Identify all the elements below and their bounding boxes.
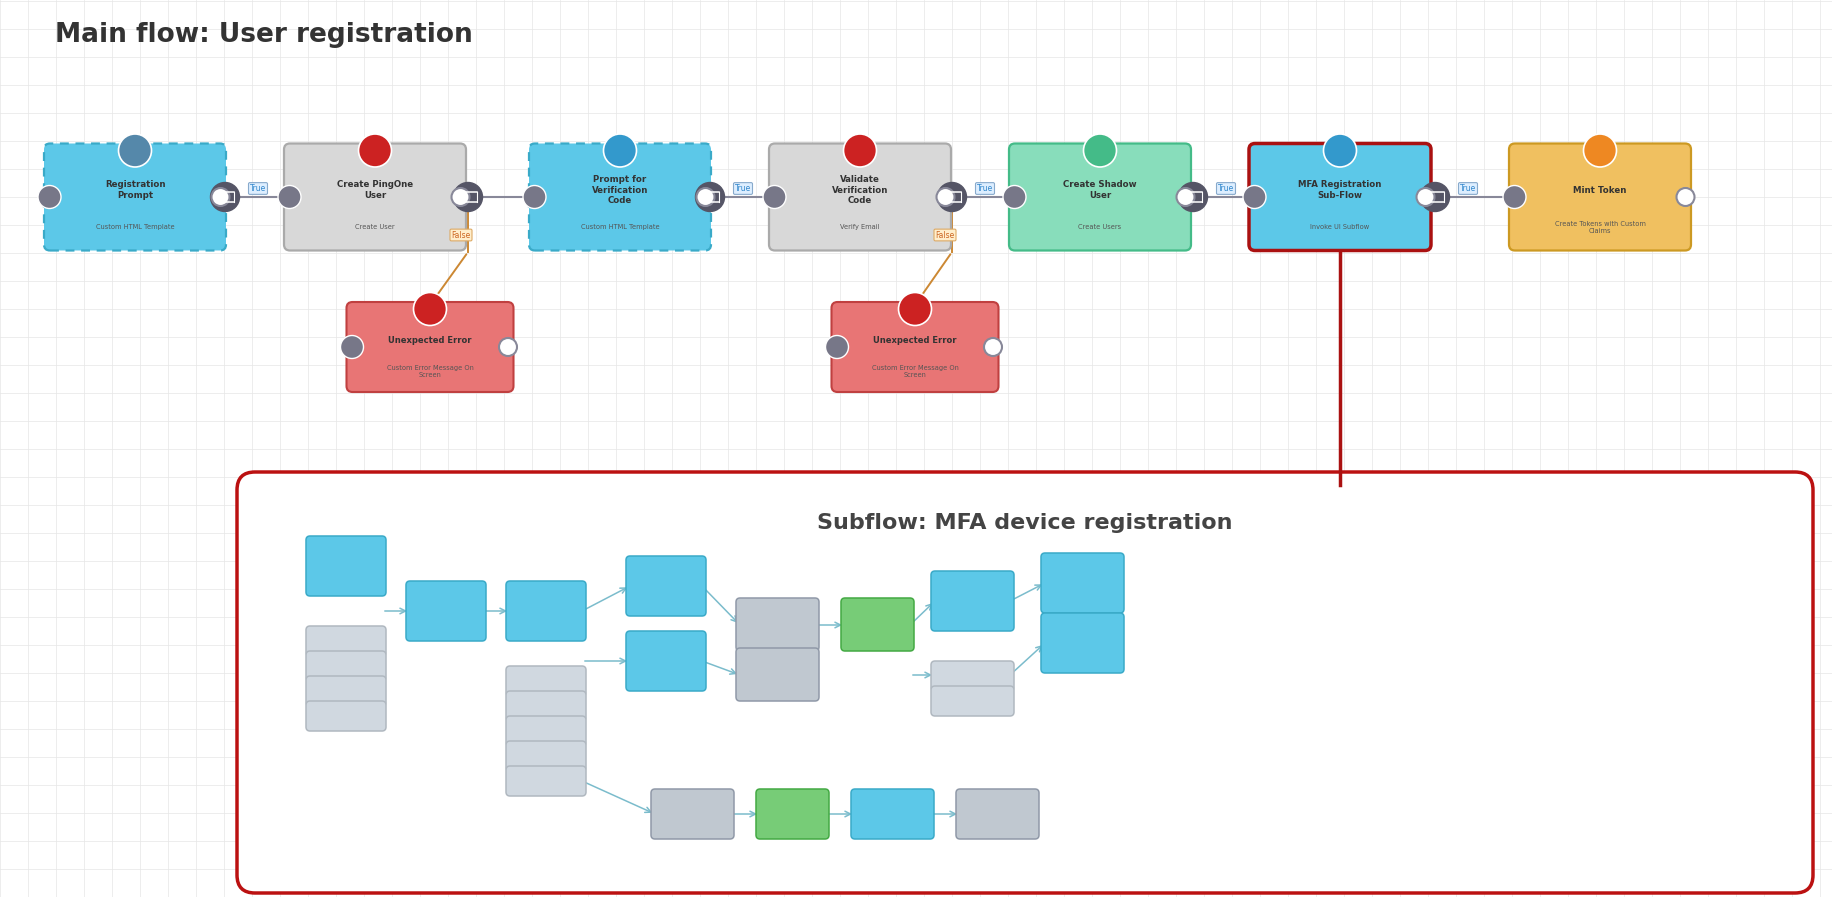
Text: False: False: [936, 231, 954, 239]
Circle shape: [341, 335, 363, 359]
FancyBboxPatch shape: [506, 581, 586, 641]
FancyBboxPatch shape: [506, 691, 586, 721]
Text: True: True: [1218, 184, 1235, 193]
FancyBboxPatch shape: [736, 598, 819, 651]
Text: True: True: [1460, 184, 1477, 193]
Text: MFA Registration
Sub-Flow: MFA Registration Sub-Flow: [1299, 180, 1381, 200]
Circle shape: [1676, 188, 1695, 206]
FancyBboxPatch shape: [852, 789, 934, 839]
Circle shape: [1083, 134, 1116, 167]
FancyBboxPatch shape: [1009, 144, 1191, 250]
Text: Mint Token: Mint Token: [1574, 186, 1627, 195]
Circle shape: [762, 186, 786, 208]
Circle shape: [454, 182, 482, 212]
FancyBboxPatch shape: [769, 144, 951, 250]
Circle shape: [984, 338, 1002, 356]
FancyBboxPatch shape: [627, 631, 705, 691]
Circle shape: [414, 292, 447, 326]
Circle shape: [1502, 186, 1526, 208]
Circle shape: [522, 186, 546, 208]
FancyBboxPatch shape: [1041, 613, 1125, 673]
Text: Create PingOne
User: Create PingOne User: [337, 180, 412, 200]
FancyBboxPatch shape: [506, 716, 586, 746]
Circle shape: [119, 134, 152, 167]
Circle shape: [826, 335, 848, 359]
Text: Unexpected Error: Unexpected Error: [388, 335, 473, 344]
Text: True: True: [249, 184, 266, 193]
FancyBboxPatch shape: [306, 651, 387, 681]
Text: Custom HTML Template: Custom HTML Template: [95, 224, 174, 230]
Circle shape: [359, 134, 392, 167]
FancyBboxPatch shape: [1249, 144, 1431, 250]
FancyBboxPatch shape: [306, 536, 387, 596]
Circle shape: [938, 182, 967, 212]
Text: Custom HTML Template: Custom HTML Template: [581, 224, 660, 230]
Text: Subflow: MFA device registration: Subflow: MFA device registration: [817, 513, 1233, 533]
Circle shape: [1323, 134, 1356, 167]
FancyBboxPatch shape: [650, 789, 735, 839]
FancyBboxPatch shape: [956, 789, 1039, 839]
Text: Custom Error Message On
Screen: Custom Error Message On Screen: [387, 364, 473, 378]
Circle shape: [696, 188, 714, 206]
Circle shape: [278, 186, 300, 208]
Circle shape: [603, 134, 636, 167]
Circle shape: [1242, 186, 1266, 208]
Circle shape: [211, 182, 240, 212]
FancyBboxPatch shape: [1041, 553, 1125, 613]
FancyBboxPatch shape: [832, 302, 998, 392]
FancyBboxPatch shape: [841, 598, 914, 651]
FancyBboxPatch shape: [736, 648, 819, 701]
FancyBboxPatch shape: [931, 571, 1013, 631]
Text: Verify Email: Verify Email: [841, 224, 879, 230]
Text: True: True: [976, 184, 993, 193]
Circle shape: [1176, 188, 1194, 206]
Circle shape: [1420, 182, 1449, 212]
Circle shape: [1416, 188, 1434, 206]
FancyBboxPatch shape: [306, 676, 387, 706]
Text: Create User: Create User: [355, 224, 396, 230]
FancyBboxPatch shape: [757, 789, 830, 839]
Text: Create Tokens with Custom
Claims: Create Tokens with Custom Claims: [1555, 221, 1645, 233]
Circle shape: [38, 186, 60, 208]
Text: Custom Error Message On
Screen: Custom Error Message On Screen: [872, 364, 958, 378]
Circle shape: [1583, 134, 1616, 167]
Circle shape: [696, 182, 724, 212]
Text: Create Users: Create Users: [1079, 224, 1121, 230]
Circle shape: [1178, 182, 1207, 212]
FancyBboxPatch shape: [306, 701, 387, 731]
Circle shape: [936, 188, 954, 206]
Text: Main flow: User registration: Main flow: User registration: [55, 22, 473, 48]
FancyBboxPatch shape: [306, 626, 387, 656]
FancyBboxPatch shape: [506, 766, 586, 796]
Text: Registration
Prompt: Registration Prompt: [104, 180, 165, 200]
Text: Prompt for
Verification
Code: Prompt for Verification Code: [592, 175, 649, 205]
FancyBboxPatch shape: [506, 741, 586, 771]
Text: Validate
Verification
Code: Validate Verification Code: [832, 175, 889, 205]
Circle shape: [1002, 186, 1026, 208]
Circle shape: [211, 188, 229, 206]
Circle shape: [498, 338, 517, 356]
Text: True: True: [735, 184, 751, 193]
Circle shape: [451, 188, 469, 206]
FancyBboxPatch shape: [407, 581, 485, 641]
Text: Unexpected Error: Unexpected Error: [874, 335, 956, 344]
FancyBboxPatch shape: [931, 661, 1013, 691]
Circle shape: [843, 134, 876, 167]
Text: Create Shadow
User: Create Shadow User: [1063, 180, 1138, 200]
FancyBboxPatch shape: [44, 144, 225, 250]
FancyBboxPatch shape: [284, 144, 465, 250]
FancyBboxPatch shape: [1510, 144, 1691, 250]
FancyBboxPatch shape: [627, 556, 705, 616]
FancyBboxPatch shape: [529, 144, 711, 250]
Text: False: False: [451, 231, 471, 239]
FancyBboxPatch shape: [236, 472, 1814, 893]
FancyBboxPatch shape: [931, 686, 1013, 716]
Circle shape: [898, 292, 931, 326]
Text: Invoke UI Subflow: Invoke UI Subflow: [1310, 224, 1370, 230]
FancyBboxPatch shape: [346, 302, 513, 392]
FancyBboxPatch shape: [506, 666, 586, 696]
